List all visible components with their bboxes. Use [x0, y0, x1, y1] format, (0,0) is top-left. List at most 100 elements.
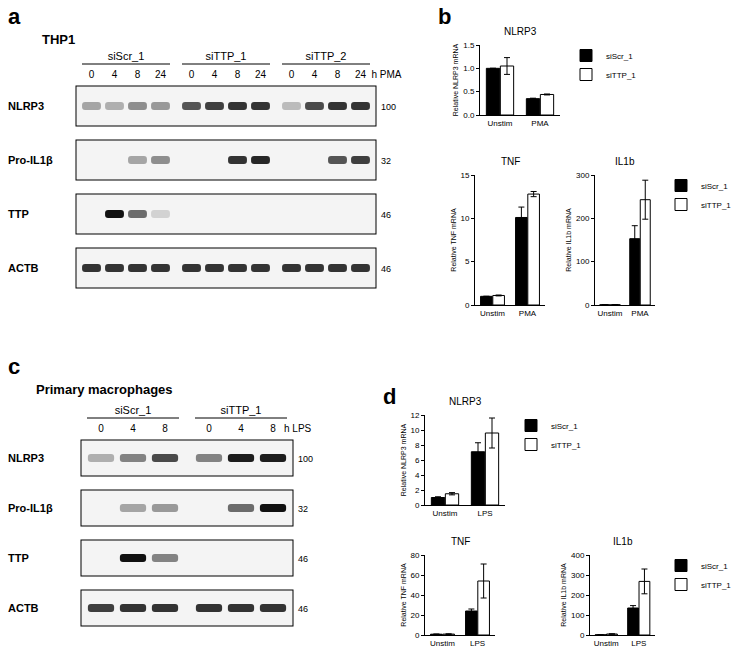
svg-text:LPS: LPS	[470, 639, 485, 648]
svg-text:46: 46	[298, 554, 308, 564]
svg-text:TNF: TNF	[451, 536, 470, 547]
svg-text:TNF: TNF	[501, 156, 520, 167]
svg-text:4: 4	[212, 69, 218, 80]
svg-text:60: 60	[410, 571, 419, 580]
svg-text:24: 24	[155, 69, 167, 80]
svg-text:h LPS: h LPS	[284, 423, 312, 434]
svg-text:NLRP3: NLRP3	[449, 396, 482, 407]
svg-text:Relative NLRP3 mRNA: Relative NLRP3 mRNA	[400, 423, 407, 496]
svg-text:siTTP_1: siTTP_1	[606, 71, 636, 80]
svg-text:Pro-IL1β: Pro-IL1β	[8, 154, 53, 166]
svg-text:NLRP3: NLRP3	[8, 100, 44, 112]
svg-text:15: 15	[460, 171, 469, 180]
svg-text:siScr_1: siScr_1	[108, 50, 145, 62]
svg-text:siTTP_1: siTTP_1	[551, 441, 581, 450]
svg-text:40: 40	[410, 591, 419, 600]
svg-text:5: 5	[465, 257, 470, 266]
svg-text:a: a	[8, 4, 21, 29]
svg-text:8: 8	[135, 69, 141, 80]
svg-text:0: 0	[415, 631, 420, 640]
svg-text:300: 300	[571, 571, 585, 580]
svg-text:2: 2	[415, 486, 420, 495]
svg-text:ACTB: ACTB	[8, 602, 39, 614]
svg-text:siTTP_1: siTTP_1	[221, 404, 262, 416]
svg-text:siScr_1: siScr_1	[606, 52, 633, 61]
svg-text:10: 10	[460, 214, 469, 223]
svg-text:PMA: PMA	[631, 309, 649, 318]
svg-text:0: 0	[289, 69, 295, 80]
svg-text:0: 0	[206, 423, 212, 434]
svg-text:8: 8	[270, 423, 276, 434]
svg-text:Unstim: Unstim	[433, 509, 458, 518]
svg-text:32: 32	[298, 504, 308, 514]
svg-text:siTTP_1: siTTP_1	[701, 201, 731, 210]
svg-text:d: d	[383, 384, 396, 409]
svg-text:PMA: PMA	[519, 309, 537, 318]
svg-text:0: 0	[415, 501, 420, 510]
svg-text:1.5: 1.5	[463, 41, 475, 50]
svg-text:ACTB: ACTB	[8, 262, 39, 274]
svg-text:8: 8	[235, 69, 241, 80]
svg-text:100: 100	[571, 611, 585, 620]
svg-text:siScr_1: siScr_1	[701, 562, 728, 571]
svg-text:NLRP3: NLRP3	[504, 26, 537, 37]
svg-text:Unstim: Unstim	[598, 309, 623, 318]
svg-text:siTTP_1: siTTP_1	[701, 581, 731, 590]
svg-text:8: 8	[162, 423, 168, 434]
svg-text:Relative IL1b mRNA: Relative IL1b mRNA	[560, 563, 567, 627]
svg-text:TTP: TTP	[8, 552, 29, 564]
svg-text:siScr_1: siScr_1	[701, 182, 728, 191]
svg-text:0.5: 0.5	[463, 87, 475, 96]
svg-text:4: 4	[238, 423, 244, 434]
svg-text:4: 4	[415, 471, 420, 480]
svg-text:h PMA: h PMA	[372, 69, 402, 80]
svg-text:400: 400	[571, 551, 585, 560]
svg-text:46: 46	[381, 210, 391, 220]
svg-text:100: 100	[381, 102, 396, 112]
svg-text:200: 200	[571, 591, 585, 600]
svg-text:4: 4	[112, 69, 118, 80]
svg-text:TTP: TTP	[8, 208, 29, 220]
svg-text:LPS: LPS	[477, 509, 492, 518]
svg-text:b: b	[438, 4, 451, 29]
svg-text:0: 0	[189, 69, 195, 80]
svg-text:300: 300	[576, 171, 590, 180]
svg-text:0.0: 0.0	[463, 111, 475, 120]
svg-text:siScr_1: siScr_1	[551, 422, 578, 431]
svg-text:IL1b: IL1b	[615, 156, 635, 167]
svg-text:4: 4	[312, 69, 318, 80]
svg-text:1.0: 1.0	[463, 64, 475, 73]
svg-text:THP1: THP1	[42, 32, 75, 47]
svg-text:12: 12	[410, 411, 419, 420]
svg-text:siTTP_1: siTTP_1	[206, 50, 247, 62]
svg-text:IL1b: IL1b	[613, 536, 633, 547]
svg-text:Relative IL1b mRNA: Relative IL1b mRNA	[565, 208, 572, 272]
svg-text:Unstim: Unstim	[480, 309, 505, 318]
svg-text:100: 100	[576, 257, 590, 266]
svg-text:0: 0	[98, 423, 104, 434]
svg-text:Pro-IL1β: Pro-IL1β	[8, 502, 53, 514]
svg-text:0: 0	[580, 631, 585, 640]
svg-text:200: 200	[576, 214, 590, 223]
svg-text:46: 46	[298, 604, 308, 614]
svg-text:Relative TNF mRNA: Relative TNF mRNA	[400, 563, 407, 627]
svg-text:8: 8	[335, 69, 341, 80]
svg-text:46: 46	[381, 264, 391, 274]
svg-text:20: 20	[410, 611, 419, 620]
svg-text:100: 100	[298, 454, 313, 464]
svg-text:32: 32	[381, 156, 391, 166]
svg-text:0: 0	[89, 69, 95, 80]
svg-text:6: 6	[415, 456, 420, 465]
svg-text:Relative NLRP3 mRNA: Relative NLRP3 mRNA	[452, 43, 459, 116]
svg-text:PMA: PMA	[531, 119, 549, 128]
svg-text:8: 8	[415, 441, 420, 450]
svg-text:Relative TNF mRNA: Relative TNF mRNA	[450, 208, 457, 272]
svg-text:4: 4	[130, 423, 136, 434]
svg-text:0: 0	[465, 301, 470, 310]
svg-text:siTTP_2: siTTP_2	[306, 50, 347, 62]
svg-text:siScr_1: siScr_1	[115, 404, 152, 416]
svg-text:Primary macrophages: Primary macrophages	[36, 382, 173, 397]
svg-text:24: 24	[255, 69, 267, 80]
svg-text:c: c	[8, 354, 20, 379]
svg-text:Unstim: Unstim	[430, 639, 455, 648]
